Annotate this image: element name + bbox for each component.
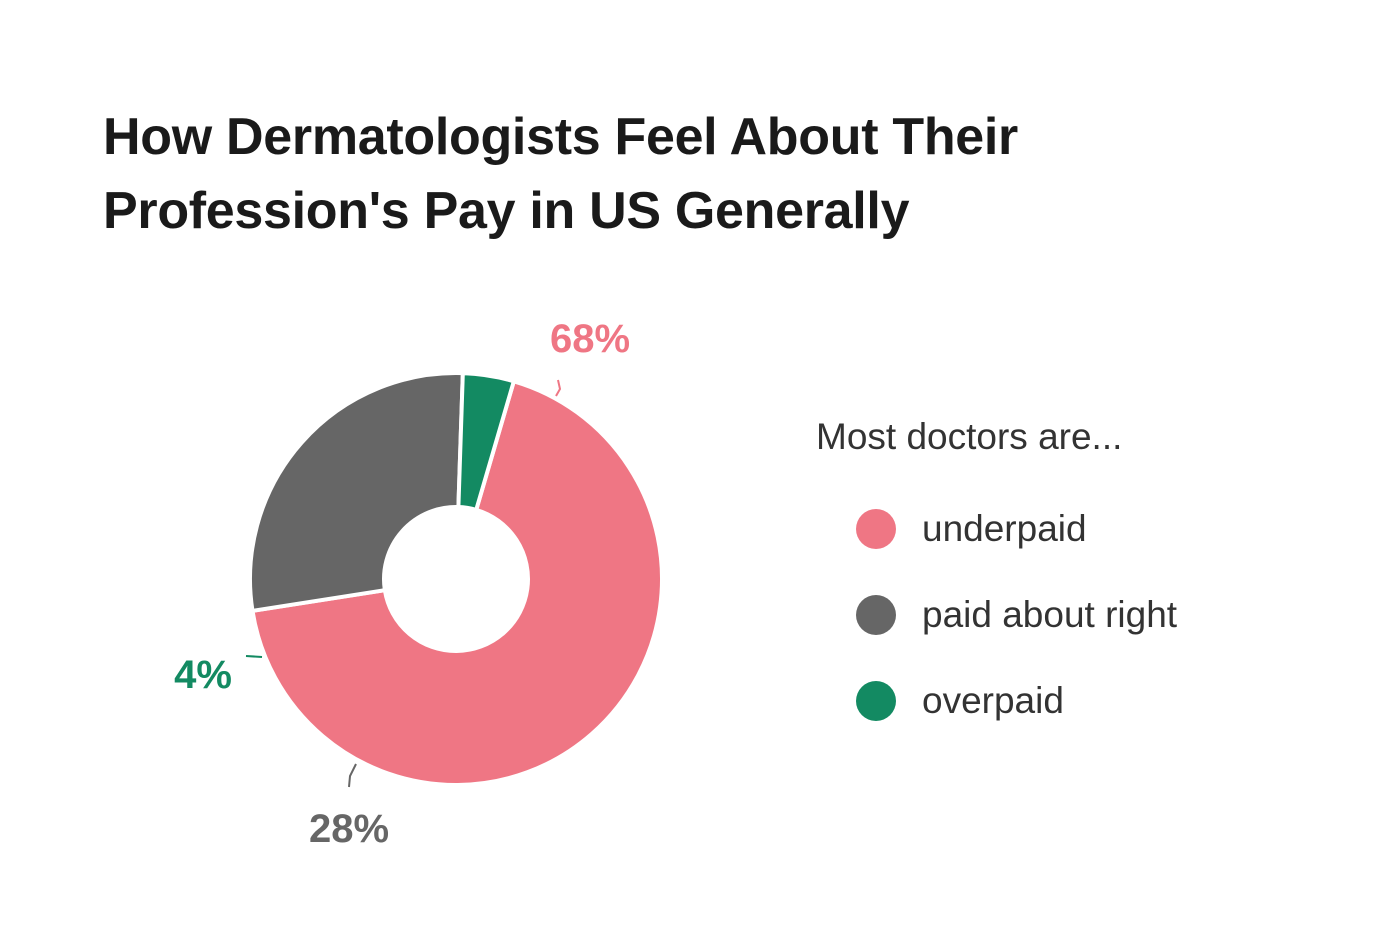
legend-swatch-icon [856, 509, 896, 549]
slice-underpaid [250, 379, 664, 787]
legend-swatch-icon [856, 681, 896, 721]
data-label-overpaid: 4% [174, 653, 232, 697]
slice-overpaid [456, 371, 516, 512]
legend-label: paid about right [922, 594, 1178, 635]
legend-label: overpaid [922, 680, 1064, 721]
legend-label: underpaid [922, 508, 1087, 549]
legend-item-underpaid: underpaid [816, 486, 1336, 572]
legend-title: Most doctors are... [816, 416, 1123, 457]
legend-item-overpaid: overpaid [816, 658, 1336, 744]
legend: Most doctors are... underpaid paid about … [816, 410, 1336, 744]
data-label-underpaid: 68% [550, 317, 630, 361]
leader-line-overpaid [245, 655, 263, 658]
data-label-paid-about-right: 28% [309, 807, 389, 851]
legend-item-paid-about-right: paid about right [816, 572, 1336, 658]
legend-swatch-icon [856, 595, 896, 635]
leader-line-paid-about-right [348, 763, 357, 788]
slice-paid-about-right [248, 371, 465, 613]
leader-line-underpaid [555, 379, 562, 397]
chart-title: How Dermatologists Feel About Their Prof… [103, 108, 1018, 240]
